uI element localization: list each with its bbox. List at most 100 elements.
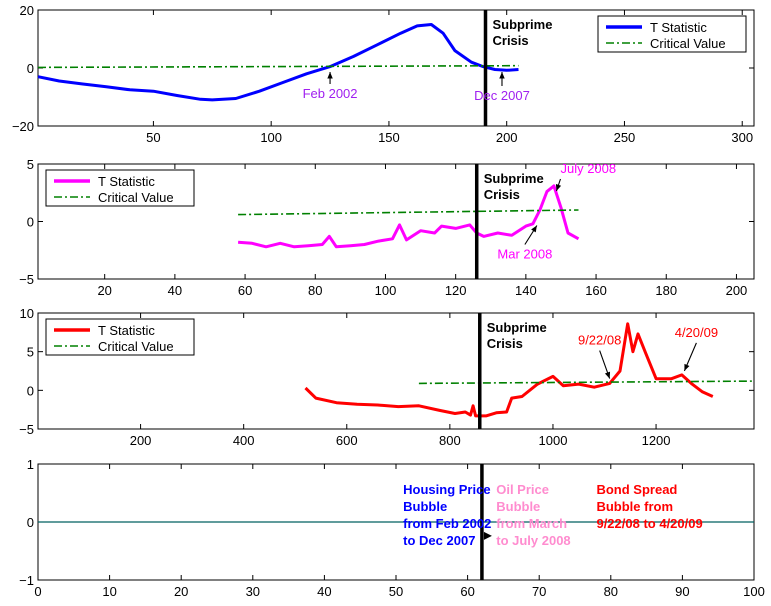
- t-statistic-line: [304, 322, 714, 418]
- subprime-crisis-line: Crisis: [487, 336, 523, 351]
- bubble-text-line: 9/22/08 to 4/20/09: [596, 516, 702, 531]
- x-tick-label: 150: [378, 130, 400, 145]
- legend-label: T Statistic: [98, 174, 155, 189]
- x-tick-label: 30: [246, 584, 260, 599]
- arrow-head: [531, 225, 537, 233]
- x-tick-label: 80: [308, 283, 322, 298]
- y-tick-label: −20: [12, 119, 34, 134]
- critical-value-line: [238, 209, 579, 216]
- panel-2: 20 40 60 80 100 120 140 160 180 200 −5 0 5 T Statisti…: [19, 157, 755, 298]
- x-tick-label: 120: [445, 283, 467, 298]
- arrow-head: [604, 371, 611, 379]
- subprime-crisis-line: Subprime: [493, 17, 553, 32]
- y-tick-label: 20: [20, 3, 34, 18]
- subprime-crisis-line: Subprime: [484, 171, 544, 186]
- critical-value-line: [418, 380, 755, 385]
- x-tick-label: 90: [675, 584, 689, 599]
- x-tick-label: 300: [731, 130, 753, 145]
- x-tick-label: 180: [655, 283, 677, 298]
- x-tick-label: 20: [174, 584, 188, 599]
- x-tick-label: 1000: [539, 433, 568, 448]
- y-tick-label: 10: [20, 306, 34, 321]
- x-tick-label: 50: [146, 130, 160, 145]
- x-tick-label: 200: [130, 433, 152, 448]
- legend-label: T Statistic: [98, 323, 155, 338]
- x-tick-label: 40: [168, 283, 182, 298]
- x-tick-label: 1200: [642, 433, 671, 448]
- arrow-head: [555, 184, 562, 191]
- annotation-label: 4/20/09: [675, 325, 718, 340]
- y-tick-label: 0: [27, 215, 34, 230]
- legend-label: Critical Value: [650, 36, 726, 51]
- x-tick-label: 50: [389, 584, 403, 599]
- y-tick-label: 1: [27, 457, 34, 472]
- x-tick-label: 200: [726, 283, 748, 298]
- bubble-text-line: to July 2008: [496, 533, 570, 548]
- x-tick-label: 800: [439, 433, 461, 448]
- subprime-crisis-label: Subprime Crisis: [487, 320, 547, 351]
- legend-label: Critical Value: [98, 339, 174, 354]
- y-tick-label: −5: [19, 422, 34, 437]
- legend-box: [45, 169, 195, 207]
- subprime-crisis-line: Crisis: [493, 33, 529, 48]
- x-tick-label: 160: [585, 283, 607, 298]
- x-tick-label: 60: [238, 283, 252, 298]
- legend-label: Critical Value: [98, 190, 174, 205]
- annotation-label: July 2008: [560, 161, 616, 176]
- bubble-text-block: Bond Spread Bubble from 9/22/08 to 4/20/09: [596, 482, 702, 531]
- x-tick-label: 250: [614, 130, 636, 145]
- x-tick-label: 140: [515, 283, 537, 298]
- annotation-label: Dec 2007: [474, 88, 530, 103]
- critical-value-line: [37, 64, 519, 69]
- bubble-text-line: Bubble: [496, 499, 540, 514]
- y-tick-label: 5: [27, 157, 34, 172]
- y-tick-label: 0: [27, 61, 34, 76]
- x-tick-label: 70: [532, 584, 546, 599]
- bubble-text-line: from Feb 2002: [403, 516, 491, 531]
- arrow-head: [499, 72, 505, 79]
- bubble-text-line: Bubble: [403, 499, 447, 514]
- bubble-text-line: to Dec 2007: [403, 533, 475, 548]
- subprime-crisis-line: Crisis: [484, 187, 520, 202]
- subprime-crisis-label: Subprime Crisis: [493, 17, 553, 48]
- bubble-text-block: Oil Price Bubble from March to July 2008: [496, 482, 570, 548]
- legend-label: T Statistic: [650, 20, 707, 35]
- x-tick-label: 100: [743, 584, 765, 599]
- t-statistic-line: [237, 184, 580, 249]
- bubble-text-line: Bond Spread: [596, 482, 677, 497]
- y-tick-label: 0: [27, 515, 34, 530]
- annotation-label: Mar 2008: [497, 247, 552, 262]
- bubble-text-line: Oil Price: [496, 482, 549, 497]
- panel-1: 50 100 150 200 250 300 −20 0 20 T StatisticCritic…: [12, 3, 755, 145]
- x-tick-label: 60: [460, 584, 474, 599]
- x-tick-label: 20: [97, 283, 111, 298]
- subprime-crisis-label: Subprime Crisis: [484, 171, 544, 202]
- annotation-label: 9/22/08: [578, 333, 621, 348]
- arrow-head: [327, 72, 333, 79]
- bubble-text-line: Bubble from: [596, 499, 673, 514]
- x-tick-label: 200: [496, 130, 518, 145]
- arrow-head: [483, 531, 492, 540]
- x-tick-label: 40: [317, 584, 331, 599]
- x-tick-label: 10: [102, 584, 116, 599]
- legend-box: [597, 15, 747, 53]
- x-tick-label: 400: [233, 433, 255, 448]
- arrow-head: [684, 363, 690, 371]
- y-tick-label: −5: [19, 272, 34, 287]
- x-tick-label: 0: [34, 584, 41, 599]
- bubble-text-line: Housing Price: [403, 482, 490, 497]
- subprime-crisis-line: Subprime: [487, 320, 547, 335]
- x-tick-label: 100: [260, 130, 282, 145]
- bubble-text-block: Housing Price Bubble from Feb 2002 to Dec 2…: [403, 482, 491, 548]
- annotation-label: Feb 2002: [303, 86, 358, 101]
- x-tick-label: 80: [604, 584, 618, 599]
- y-tick-label: 0: [27, 383, 34, 398]
- t-statistic-line: [37, 23, 519, 102]
- x-tick-label: 600: [336, 433, 358, 448]
